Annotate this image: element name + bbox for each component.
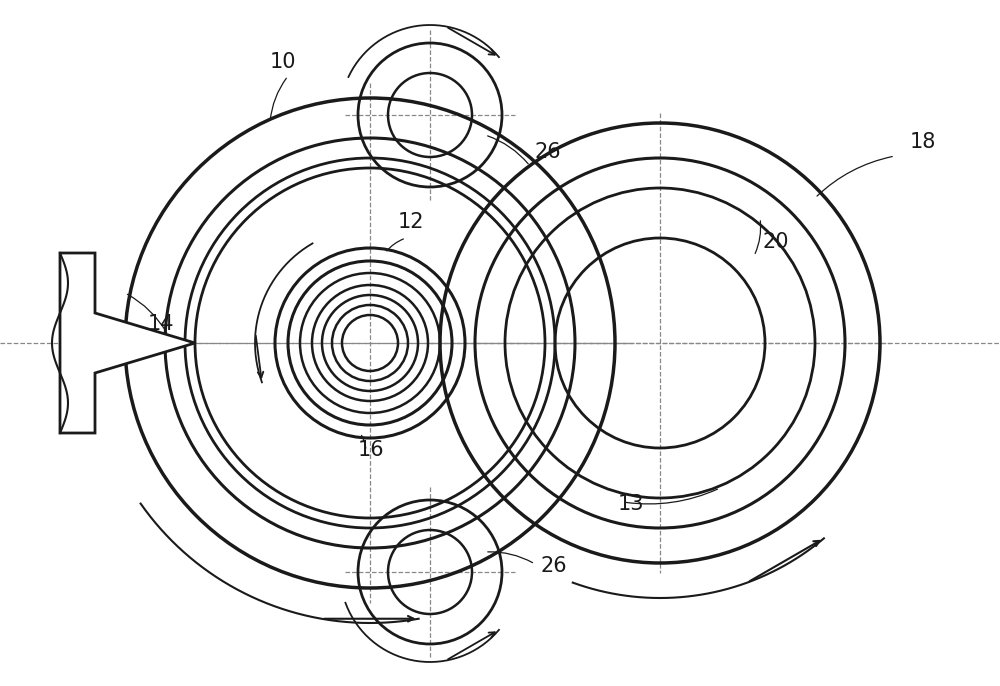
Text: 26: 26	[535, 142, 562, 162]
Text: 12: 12	[398, 212, 424, 232]
Polygon shape	[60, 253, 195, 433]
Text: 18: 18	[910, 132, 936, 152]
Text: 20: 20	[762, 232, 788, 252]
Text: 10: 10	[270, 52, 296, 72]
Text: 16: 16	[358, 440, 385, 460]
Text: 13: 13	[618, 494, 644, 514]
Text: 14: 14	[148, 314, 175, 334]
Text: 26: 26	[540, 556, 567, 576]
